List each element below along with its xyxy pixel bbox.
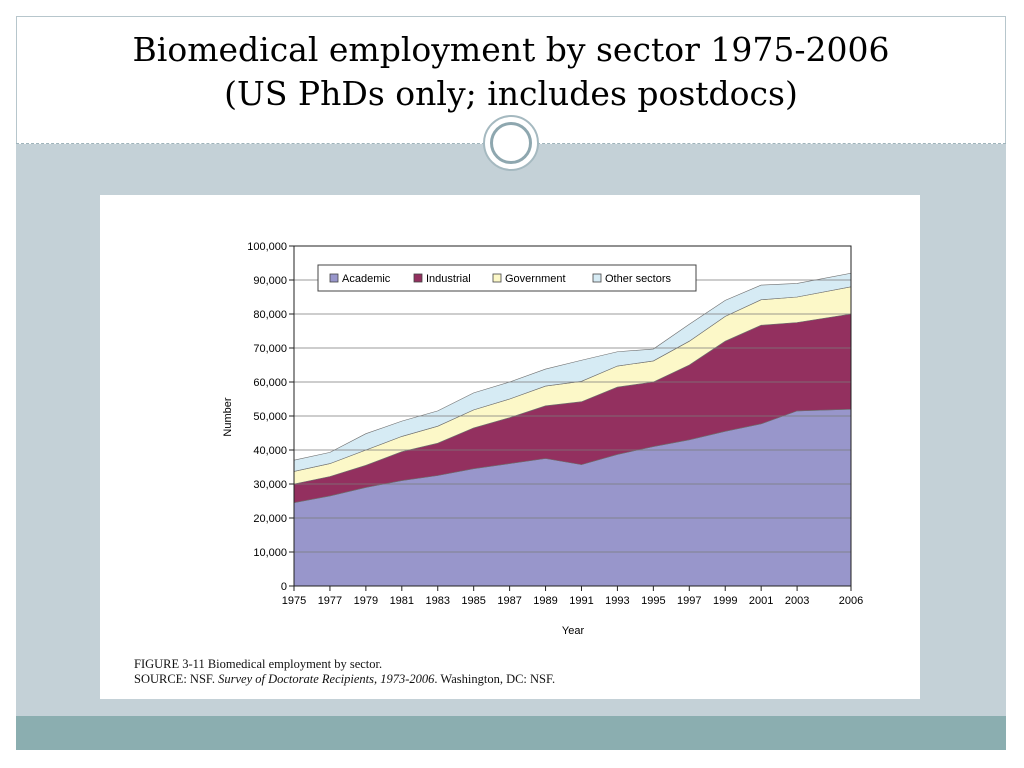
x-tick-label: 1979	[354, 595, 378, 607]
legend-label: Industrial	[426, 273, 471, 285]
legend-label: Other sectors	[605, 273, 672, 285]
y-tick-label: 70,000	[253, 343, 287, 355]
legend-swatch	[592, 273, 602, 283]
caption-line: FIGURE 3-11 Biomedical employment by sec…	[134, 657, 383, 671]
legend-swatch	[329, 273, 339, 283]
figure-panel: 0 10,000 20,000 30,000 40,000 50,000 60,000 70,…	[100, 195, 920, 699]
y-tick-label: 20,000	[253, 513, 287, 525]
x-tick-label: 1989	[533, 595, 557, 607]
y-tick-label: 100,000	[247, 241, 287, 253]
source-line: SOURCE: NSF. Survey of Doctorate Recipie…	[134, 672, 555, 687]
y-tick-label: 10,000	[253, 547, 287, 559]
y-tick-label: 50,000	[253, 411, 287, 423]
y-tick-labels: 0 10,000 20,000 30,000 40,000 50,000 60,000 70,…	[247, 241, 287, 593]
source-suffix: . Washington, DC: NSF.	[434, 672, 556, 686]
legend-label: Government	[505, 273, 566, 285]
x-tick-label: 1977	[318, 595, 342, 607]
source-title: Survey of Doctorate Recipients, 1973-200…	[218, 672, 435, 686]
slide-title: Biomedical employment by sector 1975-200…	[16, 16, 1006, 144]
x-tick-label: 1985	[461, 595, 485, 607]
decorative-ring-inner	[490, 122, 532, 164]
chart-axes	[289, 245, 852, 591]
x-tick-label: 1987	[497, 595, 521, 607]
chart-areas	[293, 272, 852, 587]
decorative-ring-icon	[483, 115, 539, 171]
figure-caption: FIGURE 3-11 Biomedical employment by sec…	[134, 657, 555, 687]
y-axis-label: Number	[222, 397, 234, 436]
title-line-2: (US PhDs only; includes postdocs)	[224, 74, 798, 113]
x-tick-label: 1981	[390, 595, 414, 607]
y-tick-label: 40,000	[253, 445, 287, 457]
x-tick-label: 1993	[605, 595, 629, 607]
x-tick-label: 1991	[569, 595, 593, 607]
x-tick-label: 1995	[641, 595, 665, 607]
legend-swatch	[492, 273, 502, 283]
y-tick-label: 80,000	[253, 309, 287, 321]
x-tick-label: 2001	[749, 595, 773, 607]
x-tick-label: 1983	[425, 595, 449, 607]
y-tick-label: 90,000	[253, 275, 287, 287]
title-line-1: Biomedical employment by sector 1975-200…	[132, 30, 890, 69]
x-tick-label: 1997	[677, 595, 701, 607]
chart-legend: Academic Industrial Government Other sector…	[317, 264, 697, 292]
x-tick-labels: 1975 1977 1979 1981 1983 1985 1987 1989 1991 1993…	[282, 595, 863, 607]
source-prefix: SOURCE: NSF.	[134, 672, 219, 686]
x-tick-label: 1975	[282, 595, 306, 607]
legend-swatch	[413, 273, 423, 283]
x-tick-label: 2006	[839, 595, 863, 607]
x-axis-label: Year	[562, 625, 585, 637]
footer-band	[16, 716, 1006, 750]
y-tick-label: 30,000	[253, 479, 287, 491]
legend-label: Academic	[342, 273, 391, 285]
legend-box	[317, 264, 697, 292]
x-tick-label: 2003	[785, 595, 809, 607]
x-tick-label: 1999	[713, 595, 737, 607]
area-chart: 0 10,000 20,000 30,000 40,000 50,000 60,000 70,…	[222, 241, 863, 637]
y-tick-label: 0	[281, 581, 287, 593]
y-tick-label: 60,000	[253, 377, 287, 389]
